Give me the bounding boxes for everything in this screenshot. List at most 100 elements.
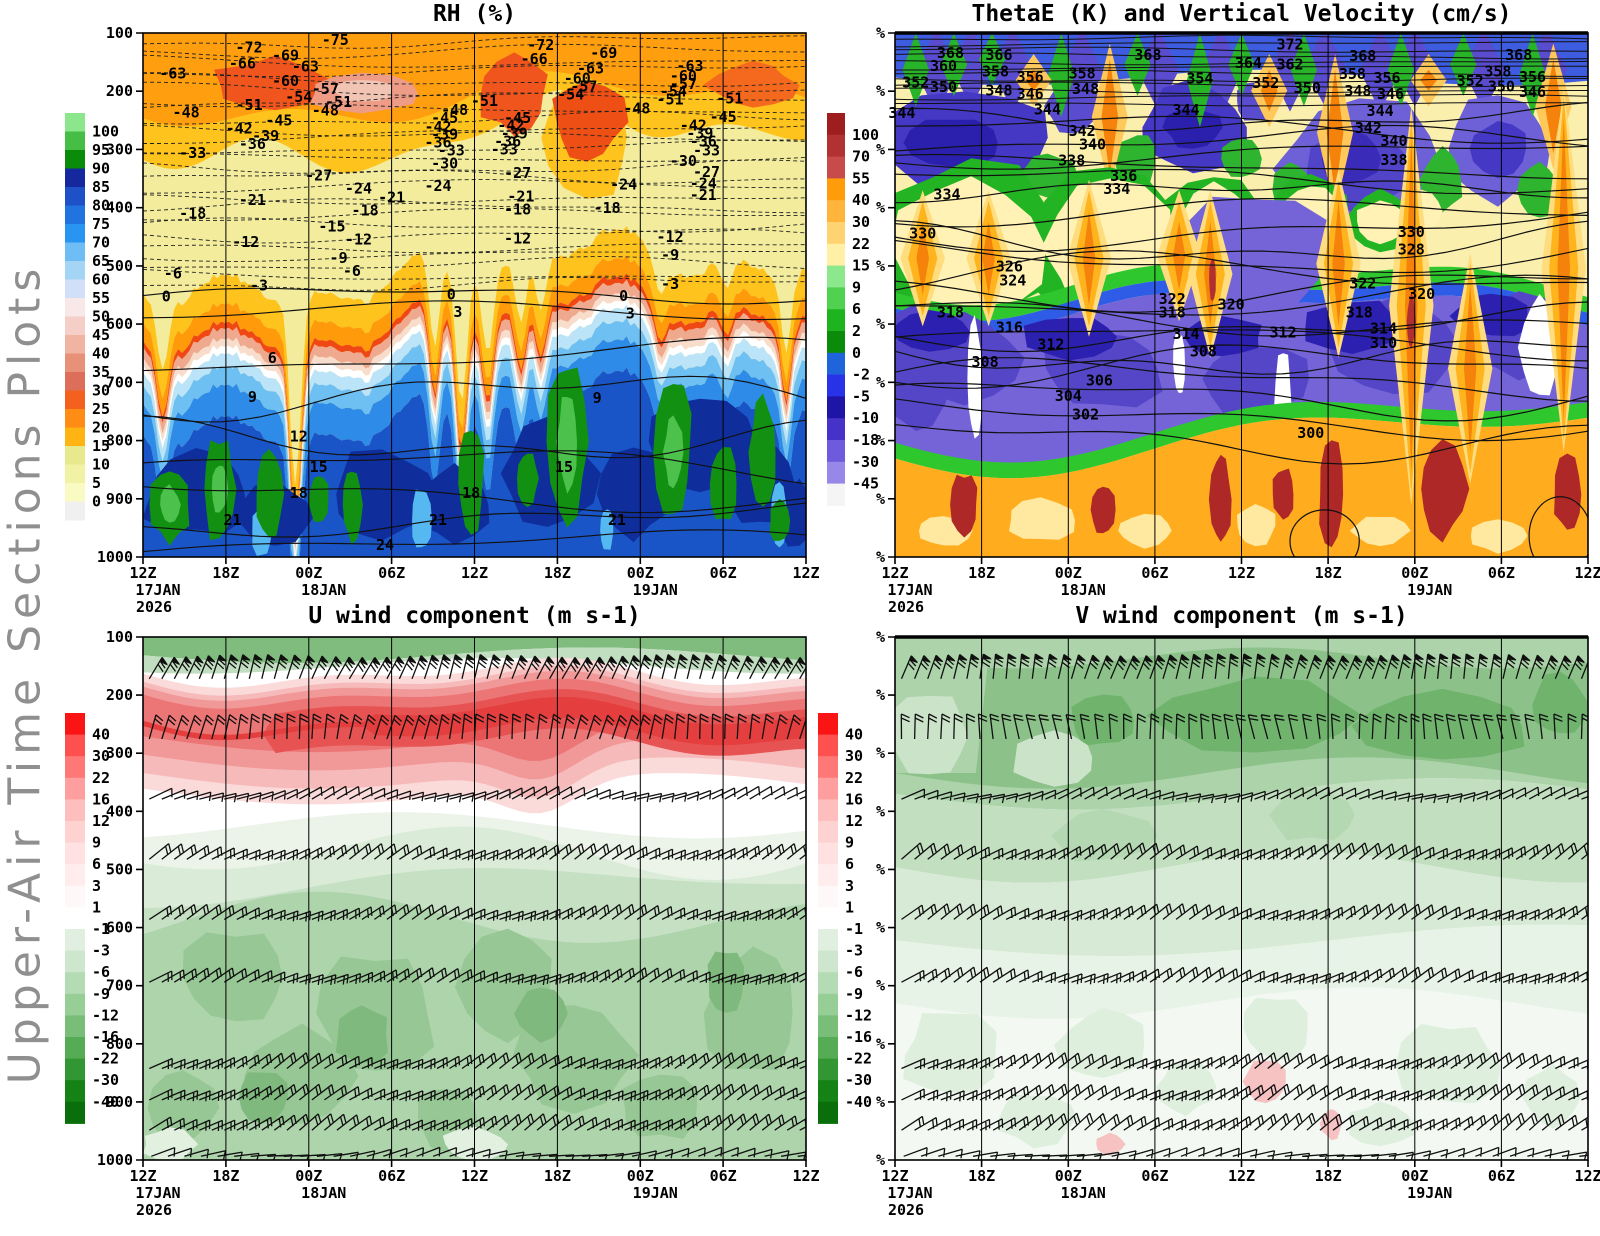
svg-text:320: 320	[1408, 285, 1435, 303]
svg-text:-36: -36	[239, 135, 266, 153]
x-tick-label: 18Z	[968, 1167, 995, 1185]
colorbar-label: 12	[92, 812, 110, 830]
x-date-label: 19JAN	[633, 581, 678, 599]
svg-text:350: 350	[930, 78, 957, 96]
y-tick-label: %	[876, 919, 885, 937]
colorbar-label: -6	[845, 963, 863, 981]
svg-text:-57: -57	[570, 77, 597, 95]
svg-text:-21: -21	[239, 191, 266, 209]
svg-text:366: 366	[985, 46, 1012, 64]
x-tick-label: 12Z	[129, 1167, 156, 1185]
svg-text:21: 21	[223, 511, 241, 529]
svg-text:-39: -39	[501, 125, 528, 143]
x-tick-label: 00Z	[295, 1167, 322, 1185]
x-year-label: 2026	[888, 598, 924, 616]
y-tick-label: %	[876, 315, 885, 333]
x-date-label: 17JAN	[887, 581, 932, 599]
colorbar-label: 40	[845, 726, 863, 744]
svg-text:322: 322	[1159, 290, 1186, 308]
axes-thetae: %%%%%%%%%%12Z 18Z 00Z 06Z 12Z 18Z 00Z 06Z 12Z17J…	[876, 24, 1600, 616]
svg-text:322: 322	[1349, 274, 1376, 292]
svg-text:-36: -36	[690, 132, 717, 150]
svg-text:-33: -33	[693, 141, 720, 159]
y-tick-label: %	[876, 140, 885, 158]
y-tick-label: 700	[106, 977, 133, 995]
x-tick-label: 12Z	[792, 564, 819, 582]
svg-text:310: 310	[1370, 334, 1397, 352]
svg-text:330: 330	[909, 225, 936, 243]
colorbar-label: 75	[92, 215, 110, 233]
colorbar-label: 30	[92, 382, 110, 400]
colorbar-label: -30	[852, 453, 879, 471]
svg-text:-72: -72	[236, 39, 263, 57]
colorbar-label: 9	[852, 278, 861, 296]
svg-text:348: 348	[1072, 80, 1099, 98]
x-tick-label: 00Z	[1401, 1167, 1428, 1185]
svg-text:-30: -30	[431, 154, 458, 172]
colorbar-label: 2	[852, 322, 861, 340]
colorbar-label: -9	[92, 985, 110, 1003]
colorbar-label: 40	[92, 345, 110, 363]
svg-text:356: 356	[1519, 68, 1546, 86]
colorbar-label: 40	[852, 191, 870, 209]
colorbar-label: 30	[845, 747, 863, 765]
colorbar-label: 12	[845, 812, 863, 830]
colorbar-label: -6	[92, 963, 110, 981]
y-tick-label: %	[876, 628, 885, 646]
svg-text:358: 358	[982, 62, 1009, 80]
colorbar-label: 6	[852, 300, 861, 318]
y-tick-label: 800	[106, 1035, 133, 1053]
svg-text:-36: -36	[494, 132, 521, 150]
wind-barbs-v_wind	[900, 653, 1588, 1160]
x-tick-label: 06Z	[1141, 1167, 1168, 1185]
svg-text:3: 3	[626, 304, 635, 322]
svg-text:18: 18	[290, 484, 308, 502]
svg-text:372: 372	[1276, 36, 1303, 54]
colorbar-label: 3	[845, 877, 854, 895]
colorbar-label: 22	[92, 769, 110, 787]
x-tick-label: 12Z	[1228, 564, 1255, 582]
x-tick-label: 06Z	[710, 564, 737, 582]
svg-text:-21: -21	[378, 189, 405, 207]
svg-text:-33: -33	[491, 140, 518, 158]
svg-text:-12: -12	[345, 230, 372, 248]
svg-text:-42: -42	[226, 119, 253, 137]
y-tick-label: 600	[106, 919, 133, 937]
y-tick-label: 300	[106, 744, 133, 762]
y-tick-label: %	[876, 860, 885, 878]
svg-text:-63: -63	[676, 57, 703, 75]
svg-text:336: 336	[1110, 167, 1137, 185]
x-date-label: 19JAN	[1407, 1184, 1452, 1202]
x-date-label: 19JAN	[633, 1184, 678, 1202]
wind-barbs-u_wind	[148, 653, 806, 1160]
svg-text:-9: -9	[661, 246, 679, 264]
y-tick-label: 1000	[97, 548, 133, 566]
x-date-label: 18JAN	[1061, 581, 1106, 599]
svg-text:-60: -60	[670, 67, 697, 85]
svg-text:24: 24	[376, 536, 394, 554]
svg-text:-39: -39	[686, 125, 713, 143]
colorbar-label: -40	[92, 1093, 119, 1111]
x-tick-label: 06Z	[1488, 1167, 1515, 1185]
svg-text:308: 308	[972, 353, 999, 371]
y-tick-label: %	[876, 977, 885, 995]
x-tick-label: 12Z	[881, 1167, 908, 1185]
x-tick-label: 12Z	[461, 564, 488, 582]
x-tick-label: 12Z	[1574, 1167, 1600, 1185]
svg-text:330: 330	[1398, 223, 1425, 241]
colorbar-label: 16	[92, 790, 110, 808]
svg-text:9: 9	[593, 389, 602, 407]
svg-text:352: 352	[1252, 74, 1279, 92]
y-tick-label: 100	[106, 24, 133, 42]
x-tick-label: 18Z	[1315, 564, 1342, 582]
svg-text:318: 318	[937, 303, 964, 321]
svg-text:-57: -57	[670, 75, 697, 93]
y-tick-label: %	[876, 199, 885, 217]
svg-text:15: 15	[555, 458, 573, 476]
svg-text:368: 368	[937, 44, 964, 62]
svg-text:308: 308	[1190, 343, 1217, 361]
svg-text:306: 306	[1086, 371, 1113, 389]
colorbar-label: -12	[845, 1006, 872, 1024]
colorbar-label: -12	[92, 1006, 119, 1024]
